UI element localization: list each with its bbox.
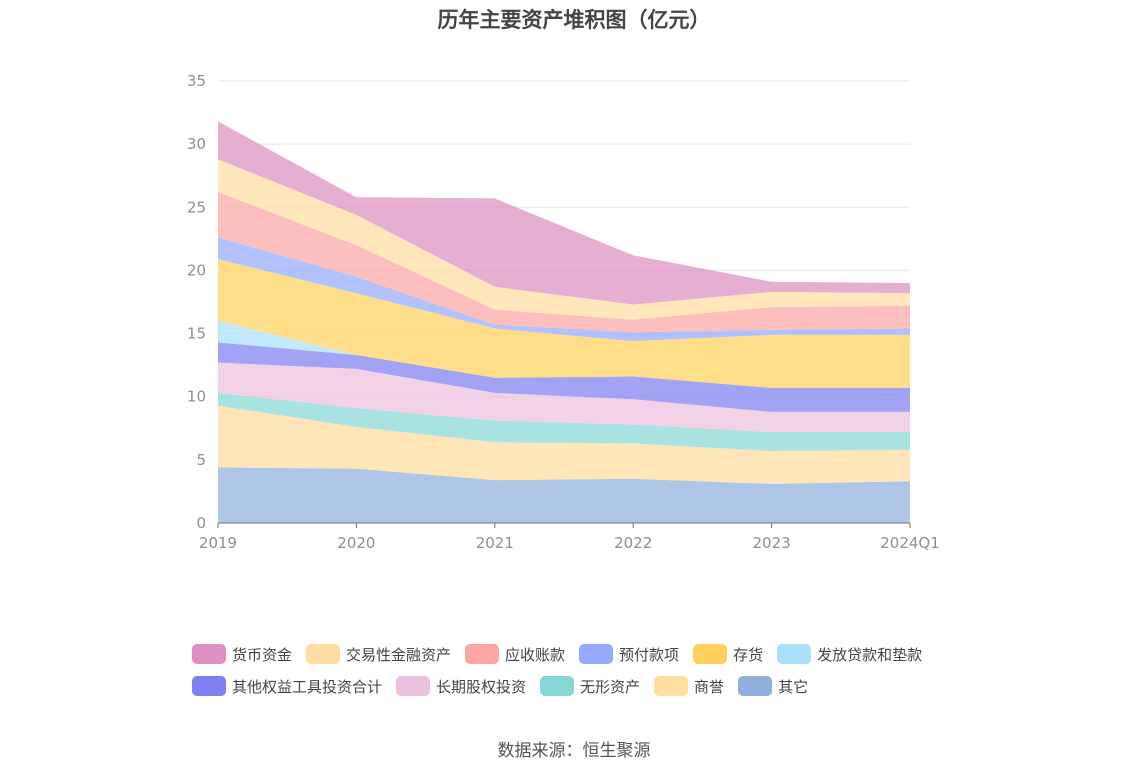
legend-item[interactable]: 商誉 bbox=[654, 676, 724, 697]
chart-title: 历年主要资产堆积图（亿元） bbox=[437, 8, 711, 32]
legend-label: 无形资产 bbox=[580, 677, 641, 696]
legend-swatch bbox=[738, 676, 773, 696]
legend-label: 长期股权投资 bbox=[436, 677, 527, 696]
area-应收账款 bbox=[218, 192, 910, 333]
axes: 0 5 10 15 20 25 30 35 2019 2020 2021 2022 2023 2024Q1 bbox=[187, 72, 940, 552]
area-series-layer bbox=[218, 121, 910, 523]
legend-item[interactable]: 其他权益工具投资合计 bbox=[192, 676, 382, 697]
legend-swatch bbox=[192, 644, 226, 664]
legend-row: 其他权益工具投资合计 长期股权投资 无形资产 商誉 其它 bbox=[192, 670, 992, 702]
legend: 货币资金 交易性金融资产 应收账款 预付款项 存货 发放贷款和垫款其他权益工具投资合计 长期… bbox=[192, 638, 992, 702]
x-tick-label: 2024Q1 bbox=[880, 534, 940, 552]
x-tick-label: 2023 bbox=[753, 534, 791, 552]
legend-swatch bbox=[396, 676, 431, 696]
legend-label: 发放贷款和垫款 bbox=[817, 645, 923, 664]
y-tick-label: 5 bbox=[196, 451, 206, 469]
legend-item[interactable]: 存货 bbox=[693, 644, 763, 665]
legend-label: 货币资金 bbox=[232, 645, 293, 664]
legend-row: 货币资金 交易性金融资产 应收账款 预付款项 存货 发放贷款和垫款 bbox=[192, 638, 992, 670]
legend-swatch bbox=[192, 676, 226, 696]
legend-item[interactable]: 预付款项 bbox=[579, 644, 679, 665]
area-长期股权投资 bbox=[218, 362, 910, 433]
area-其它 bbox=[218, 467, 910, 523]
legend-swatch bbox=[777, 644, 812, 664]
area-预付款项 bbox=[218, 237, 910, 342]
legend-item[interactable]: 其它 bbox=[738, 676, 808, 697]
legend-swatch bbox=[654, 676, 689, 696]
legend-label: 其它 bbox=[778, 677, 809, 696]
y-tick-label: 10 bbox=[187, 388, 206, 406]
y-tick-label: 15 bbox=[187, 325, 206, 343]
legend-item[interactable]: 无形资产 bbox=[540, 676, 640, 697]
legend-swatch bbox=[465, 644, 500, 664]
x-tick-label: 2020 bbox=[337, 534, 375, 552]
legend-item[interactable]: 发放贷款和垫款 bbox=[777, 644, 922, 665]
legend-swatch bbox=[693, 644, 728, 664]
area-存货 bbox=[218, 259, 910, 388]
y-tick-label: 0 bbox=[196, 514, 206, 532]
legend-item[interactable]: 货币资金 bbox=[192, 644, 292, 665]
area-商誉 bbox=[218, 405, 910, 484]
y-tick-label: 20 bbox=[187, 261, 206, 279]
area-无形资产 bbox=[218, 392, 910, 451]
legend-swatch bbox=[540, 676, 575, 696]
legend-label: 应收账款 bbox=[505, 645, 566, 664]
area-交易性金融资产 bbox=[218, 159, 910, 320]
area-货币资金 bbox=[218, 121, 910, 305]
legend-label: 其他权益工具投资合计 bbox=[232, 677, 383, 696]
source-text: 数据来源：恒生聚源 bbox=[497, 741, 651, 761]
legend-label: 商誉 bbox=[694, 677, 725, 696]
legend-label: 交易性金融资产 bbox=[346, 645, 452, 664]
legend-label: 预付款项 bbox=[619, 645, 680, 664]
stacked-area-chart: 0 5 10 15 20 25 30 35 2019 2020 2021 2022 2023 2024Q1 bbox=[187, 72, 940, 552]
legend-swatch bbox=[579, 644, 614, 664]
legend-item[interactable]: 应收账款 bbox=[465, 644, 565, 665]
legend-label: 存货 bbox=[733, 645, 764, 664]
x-tick-label: 2022 bbox=[614, 534, 652, 552]
y-tick-label: 25 bbox=[187, 198, 206, 216]
x-tick-label: 2021 bbox=[476, 534, 514, 552]
legend-item[interactable]: 交易性金融资产 bbox=[306, 644, 451, 665]
legend-swatch bbox=[306, 644, 341, 664]
legend-item[interactable]: 长期股权投资 bbox=[396, 676, 526, 697]
y-tick-label: 35 bbox=[187, 72, 206, 90]
x-tick-label: 2019 bbox=[199, 534, 237, 552]
y-tick-label: 30 bbox=[187, 135, 206, 153]
